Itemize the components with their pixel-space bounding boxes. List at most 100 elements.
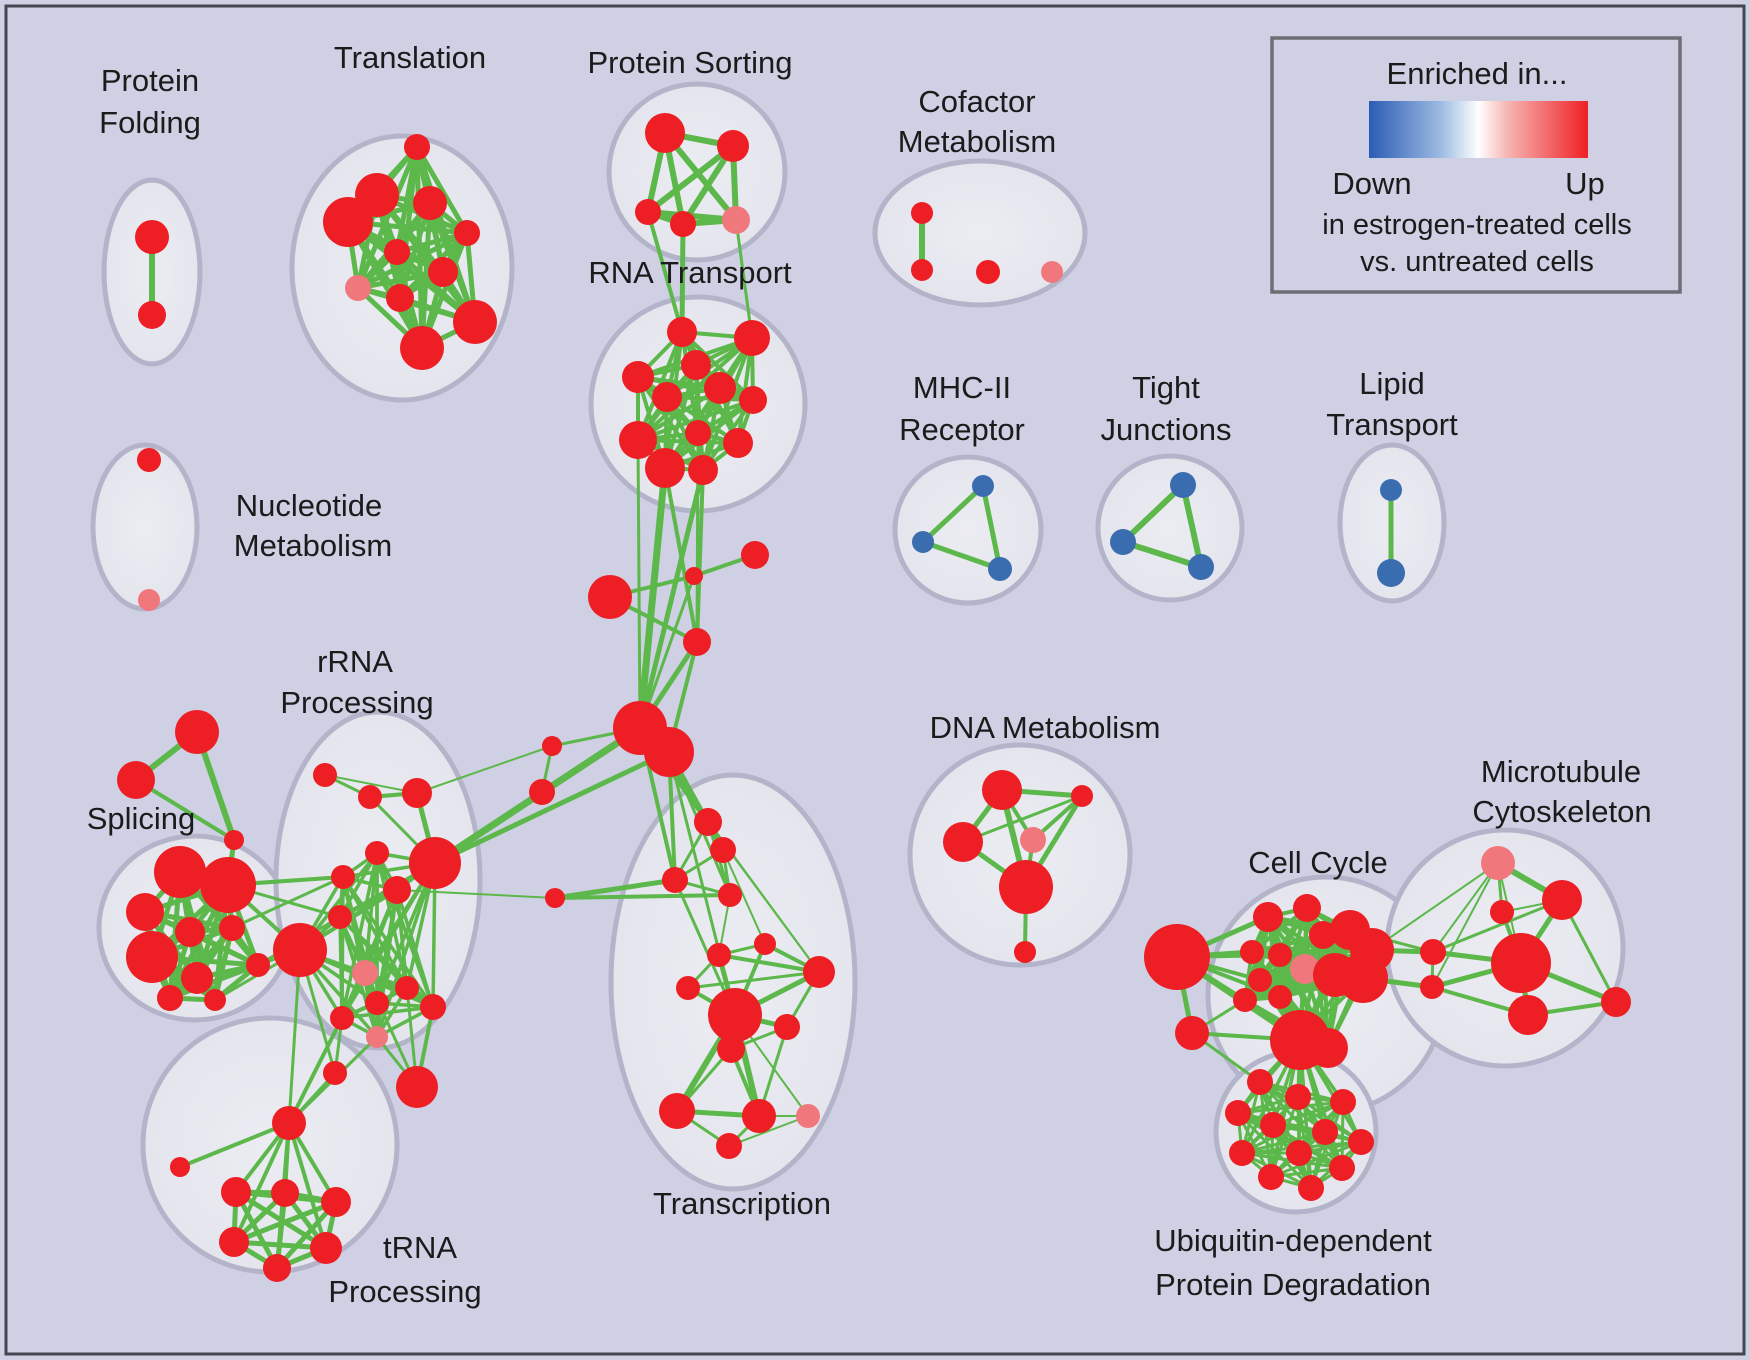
gene-set-node[interactable] xyxy=(154,846,206,898)
gene-set-node[interactable] xyxy=(681,350,711,380)
gene-set-node[interactable] xyxy=(912,531,934,553)
gene-set-node[interactable] xyxy=(1542,880,1582,920)
gene-set-node[interactable] xyxy=(1380,479,1402,501)
gene-set-node[interactable] xyxy=(622,361,654,393)
gene-set-node[interactable] xyxy=(976,260,1000,284)
gene-set-node[interactable] xyxy=(685,567,703,585)
gene-set-node[interactable] xyxy=(694,808,722,836)
gene-set-node[interactable] xyxy=(742,1099,776,1133)
gene-set-node[interactable] xyxy=(670,211,696,237)
gene-set-node[interactable] xyxy=(420,994,446,1020)
gene-set-node[interactable] xyxy=(943,822,983,862)
gene-set-node[interactable] xyxy=(999,860,1053,914)
gene-set-node[interactable] xyxy=(396,1066,438,1108)
gene-set-node[interactable] xyxy=(271,1179,299,1207)
gene-set-node[interactable] xyxy=(313,763,337,787)
gene-set-node[interactable] xyxy=(685,420,711,446)
gene-set-node[interactable] xyxy=(1268,943,1292,967)
gene-set-node[interactable] xyxy=(718,883,742,907)
gene-set-node[interactable] xyxy=(157,985,183,1011)
gene-set-node[interactable] xyxy=(366,1026,388,1048)
gene-set-node[interactable] xyxy=(328,905,352,929)
gene-set-node[interactable] xyxy=(175,917,205,947)
gene-set-node[interactable] xyxy=(588,575,632,619)
gene-set-node[interactable] xyxy=(704,372,736,404)
gene-set-node[interactable] xyxy=(219,915,245,941)
gene-set-node[interactable] xyxy=(645,113,685,153)
gene-set-node[interactable] xyxy=(1481,846,1515,880)
gene-set-node[interactable] xyxy=(911,259,933,281)
gene-set-node[interactable] xyxy=(310,1232,342,1264)
gene-set-node[interactable] xyxy=(545,888,565,908)
gene-set-node[interactable] xyxy=(1041,261,1063,283)
gene-set-node[interactable] xyxy=(272,1106,306,1140)
gene-set-node[interactable] xyxy=(224,830,244,850)
gene-set-node[interactable] xyxy=(1260,1112,1286,1138)
gene-set-node[interactable] xyxy=(707,943,731,967)
gene-set-node[interactable] xyxy=(331,865,355,889)
gene-set-node[interactable] xyxy=(181,962,213,994)
gene-set-node[interactable] xyxy=(1420,939,1446,965)
gene-set-node[interactable] xyxy=(323,1061,347,1085)
gene-set-node[interactable] xyxy=(717,130,749,162)
gene-set-node[interactable] xyxy=(619,421,657,459)
gene-set-node[interactable] xyxy=(1308,1028,1348,1068)
gene-set-node[interactable] xyxy=(1490,900,1514,924)
gene-set-node[interactable] xyxy=(400,326,444,370)
gene-set-node[interactable] xyxy=(774,1014,800,1040)
gene-set-node[interactable] xyxy=(137,448,161,472)
gene-set-node[interactable] xyxy=(1293,894,1321,922)
gene-set-node[interactable] xyxy=(1290,954,1320,984)
gene-set-node[interactable] xyxy=(345,275,371,301)
gene-set-node[interactable] xyxy=(1377,559,1405,587)
gene-set-node[interactable] xyxy=(117,761,155,799)
gene-set-node[interactable] xyxy=(1225,1100,1251,1126)
gene-set-node[interactable] xyxy=(204,989,226,1011)
gene-set-node[interactable] xyxy=(273,923,327,977)
gene-set-node[interactable] xyxy=(723,428,753,458)
gene-set-node[interactable] xyxy=(323,197,373,247)
gene-set-node[interactable] xyxy=(126,931,178,983)
gene-set-node[interactable] xyxy=(683,628,711,656)
gene-set-node[interactable] xyxy=(741,541,769,569)
gene-set-node[interactable] xyxy=(246,953,270,977)
gene-set-node[interactable] xyxy=(358,785,382,809)
gene-set-node[interactable] xyxy=(383,876,411,904)
gene-set-node[interactable] xyxy=(404,134,430,160)
gene-set-node[interactable] xyxy=(676,976,700,1000)
gene-set-node[interactable] xyxy=(1188,554,1214,580)
gene-set-node[interactable] xyxy=(1309,921,1337,949)
gene-set-node[interactable] xyxy=(645,448,685,488)
gene-set-node[interactable] xyxy=(221,1177,251,1207)
gene-set-node[interactable] xyxy=(911,202,933,224)
gene-set-node[interactable] xyxy=(667,317,697,347)
gene-set-node[interactable] xyxy=(453,300,497,344)
gene-set-node[interactable] xyxy=(365,991,389,1015)
gene-set-node[interactable] xyxy=(454,220,480,246)
gene-set-node[interactable] xyxy=(175,710,219,754)
gene-set-node[interactable] xyxy=(1110,529,1136,555)
gene-set-node[interactable] xyxy=(1170,472,1196,498)
gene-set-node[interactable] xyxy=(659,1093,695,1129)
gene-set-node[interactable] xyxy=(1601,987,1631,1017)
gene-set-node[interactable] xyxy=(409,837,461,889)
gene-set-node[interactable] xyxy=(739,386,767,414)
gene-set-node[interactable] xyxy=(734,320,770,356)
gene-set-node[interactable] xyxy=(384,239,410,265)
gene-set-node[interactable] xyxy=(263,1254,291,1282)
gene-set-node[interactable] xyxy=(1258,1164,1284,1190)
gene-set-node[interactable] xyxy=(1233,988,1257,1012)
gene-set-node[interactable] xyxy=(1338,953,1388,1003)
gene-set-node[interactable] xyxy=(717,1035,745,1063)
gene-set-node[interactable] xyxy=(1491,933,1551,993)
gene-set-node[interactable] xyxy=(170,1157,190,1177)
gene-set-node[interactable] xyxy=(1348,1129,1374,1155)
gene-set-node[interactable] xyxy=(219,1227,249,1257)
gene-set-node[interactable] xyxy=(1020,827,1046,853)
gene-set-node[interactable] xyxy=(1420,975,1444,999)
gene-set-node[interactable] xyxy=(708,988,762,1042)
gene-set-node[interactable] xyxy=(988,557,1012,581)
gene-set-node[interactable] xyxy=(710,837,736,863)
gene-set-node[interactable] xyxy=(635,199,661,225)
gene-set-node[interactable] xyxy=(796,1104,820,1128)
